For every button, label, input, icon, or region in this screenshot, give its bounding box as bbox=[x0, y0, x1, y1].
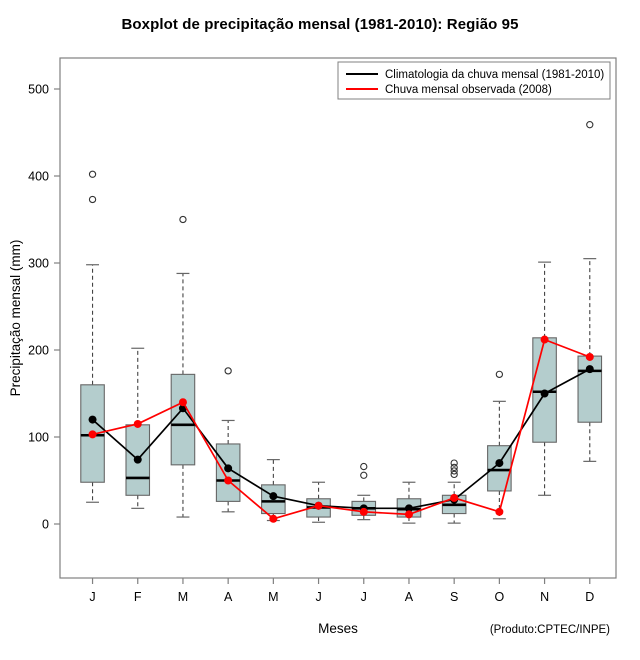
series-point bbox=[585, 352, 594, 361]
series-point bbox=[88, 430, 97, 439]
outlier-point bbox=[88, 170, 97, 178]
x-axis-tick-label: J bbox=[361, 590, 367, 604]
series-line-2 bbox=[92, 338, 591, 520]
boxplot-box bbox=[125, 347, 151, 509]
outlier-point bbox=[450, 463, 458, 472]
boxplot-box bbox=[577, 121, 603, 462]
series-point bbox=[178, 398, 187, 407]
outlier-point bbox=[450, 459, 458, 467]
box-iqr bbox=[215, 443, 241, 502]
outlier-point bbox=[179, 215, 187, 224]
y-axis-tick-label: 200 bbox=[28, 344, 49, 358]
outlier-point bbox=[450, 467, 458, 475]
boxplot-box bbox=[487, 370, 512, 520]
x-axis-tick-label: M bbox=[268, 590, 278, 604]
boxplot-box bbox=[80, 170, 105, 503]
outlier-point bbox=[450, 470, 458, 479]
outlier-point bbox=[224, 367, 232, 375]
boxplot-box bbox=[532, 261, 557, 496]
boxplot-box bbox=[441, 459, 467, 524]
series-point bbox=[495, 507, 504, 516]
x-axis-tick-label: D bbox=[585, 590, 594, 604]
y-axis-tick-label: 300 bbox=[28, 257, 49, 271]
outlier-point bbox=[586, 121, 594, 129]
x-axis-tick-label: A bbox=[224, 590, 233, 604]
x-axis-title: Meses bbox=[318, 621, 358, 636]
series-point bbox=[224, 464, 233, 473]
legend-box bbox=[337, 61, 611, 100]
series-point bbox=[540, 389, 549, 398]
series-point bbox=[404, 510, 413, 519]
x-axis-tick-label: O bbox=[495, 590, 505, 604]
y-axis-tick-label: 0 bbox=[42, 518, 49, 532]
boxplot-box bbox=[170, 215, 196, 518]
legend-label: Climatologia da chuva mensal (1981-2010) bbox=[385, 69, 604, 81]
plot-frame bbox=[59, 57, 617, 579]
series-point bbox=[133, 455, 142, 464]
outlier-point bbox=[495, 370, 504, 379]
chart-caption: (Produto:CPTEC/INPE) bbox=[490, 624, 610, 636]
outlier-point bbox=[360, 462, 368, 471]
x-axis-tick-label: A bbox=[405, 590, 414, 604]
x-axis-tick-label: J bbox=[315, 590, 321, 604]
x-axis-tick-label: S bbox=[450, 590, 458, 604]
series-line-1 bbox=[91, 368, 591, 510]
series-point bbox=[269, 492, 278, 501]
legend-label: Chuva mensal observada (2008) bbox=[385, 84, 552, 96]
x-axis-tick-label: N bbox=[540, 590, 549, 604]
series-point bbox=[450, 493, 459, 502]
series-point bbox=[540, 335, 549, 344]
page-title: Boxplot de precipitação mensal (1981-201… bbox=[121, 16, 519, 33]
outlier-point bbox=[360, 471, 368, 479]
y-axis-title: Precipitação mensal (mm) bbox=[8, 240, 23, 397]
series-point bbox=[133, 419, 142, 428]
box-iqr bbox=[487, 445, 512, 492]
boxplot-box bbox=[215, 367, 241, 513]
x-axis-tick-label: M bbox=[178, 590, 188, 604]
box-iqr bbox=[170, 373, 196, 466]
y-axis-tick-label: 500 bbox=[28, 83, 49, 97]
series-point bbox=[224, 476, 233, 485]
series-point bbox=[269, 514, 278, 523]
series-point bbox=[404, 504, 413, 513]
y-axis-tick-label: 100 bbox=[28, 431, 49, 445]
x-axis-tick-label: F bbox=[134, 590, 142, 604]
series-point bbox=[585, 365, 594, 374]
series-point bbox=[88, 415, 97, 424]
series-point bbox=[495, 459, 504, 468]
outlier-point bbox=[88, 195, 97, 204]
series-point bbox=[314, 501, 323, 510]
x-axis-tick-label: J bbox=[89, 590, 95, 604]
series-point bbox=[359, 507, 368, 516]
y-axis-tick-label: 400 bbox=[28, 170, 49, 184]
